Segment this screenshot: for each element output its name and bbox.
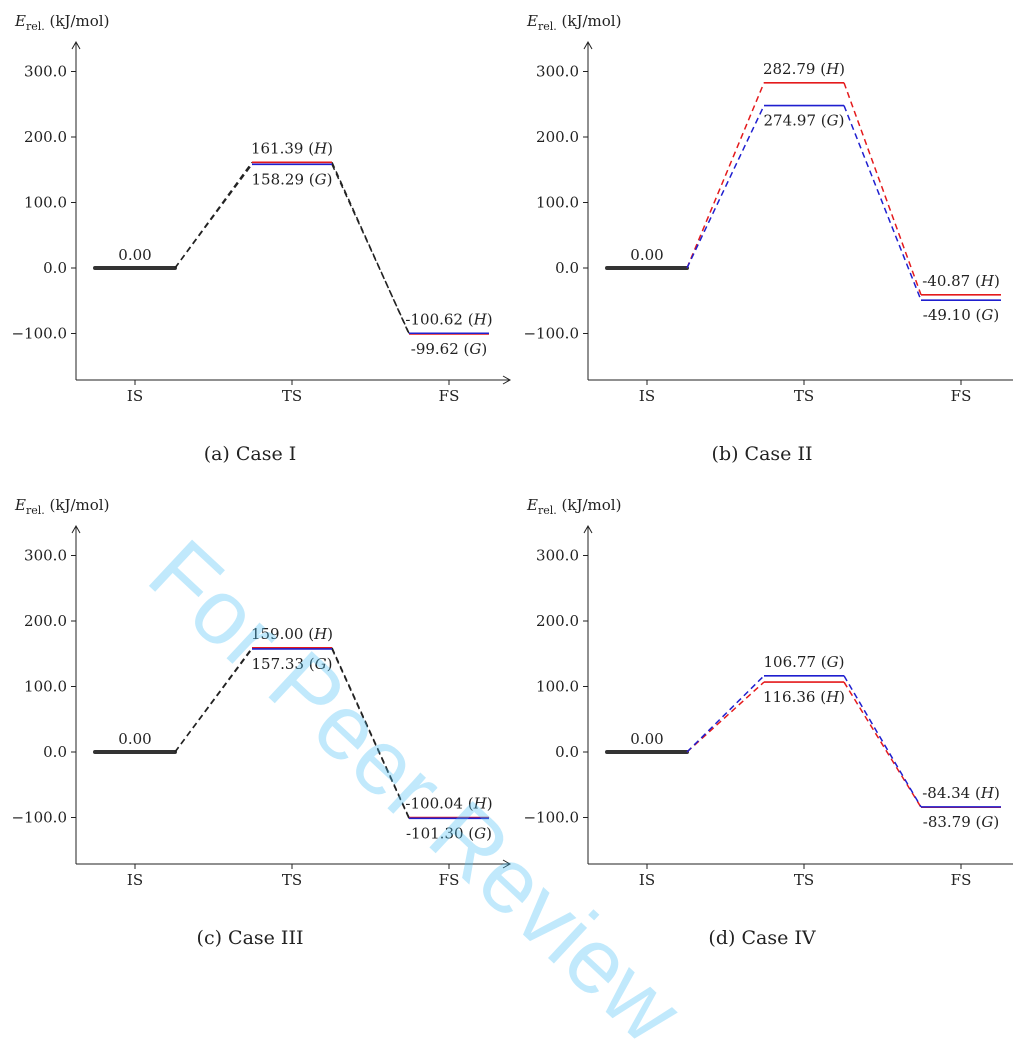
x-tick-label: FS	[951, 387, 972, 405]
y-tick-label: 300.0	[536, 63, 579, 81]
level-FS-label-top: -40.87 (H)	[922, 272, 1000, 290]
level-TS-label-top: 106.77 (G)	[764, 653, 845, 671]
x-tick-label: TS	[282, 871, 302, 889]
connector-TS-FS-G	[331, 164, 410, 334]
y-tick-label: 200.0	[536, 612, 579, 630]
level-FS-label-bottom: -99.62 (G)	[411, 340, 487, 358]
x-tick-label: FS	[951, 871, 972, 889]
chart-panel-3: Erel. (kJ/mol) 300.0 200.0 100.0 0.0 −100.0 IS…	[11, 496, 512, 949]
chart-caption: (d) Case IV	[708, 927, 815, 949]
y-tick-label: 300.0	[24, 547, 67, 565]
connector-IS-TS-G	[174, 648, 253, 753]
x-tick-label: IS	[127, 871, 143, 889]
chart-caption: (b) Case II	[712, 443, 813, 465]
chart-caption: (c) Case III	[197, 927, 304, 949]
y-tick-label: 0.0	[43, 743, 67, 761]
connector-IS-TS-G	[686, 105, 765, 269]
x-tick-label: TS	[794, 387, 814, 405]
y-axis-arrow	[583, 524, 593, 534]
level-IS-label: 0.00	[118, 246, 151, 264]
level-TS-label-bottom: 274.97 (G)	[764, 112, 845, 130]
y-tick-label: 100.0	[536, 678, 579, 696]
x-axis-arrow	[502, 859, 512, 869]
y-tick-label: −100.0	[11, 325, 67, 343]
level-TS-label-top: 282.79 (H)	[763, 60, 845, 78]
y-tick-label: −100.0	[11, 809, 67, 827]
y-tick-label: 300.0	[536, 547, 579, 565]
x-tick-label: FS	[439, 871, 460, 889]
connector-TS-FS-G	[843, 105, 922, 301]
chart-panel-4: Erel. (kJ/mol) 300.0 200.0 100.0 0.0 −100.0 IS…	[523, 496, 1013, 949]
chart-panel-1: Erel. (kJ/mol) 300.0 200.0 100.0 0.0 −100.0 IS…	[11, 12, 512, 465]
y-tick-label: 0.0	[555, 743, 579, 761]
level-TS-label-top: 161.39 (H)	[251, 139, 333, 157]
x-tick-label: FS	[439, 387, 460, 405]
level-IS-label: 0.00	[118, 730, 151, 748]
level-FS-label-top: -100.62 (H)	[405, 310, 492, 328]
level-FS-label-top: -100.04 (H)	[405, 795, 492, 813]
y-axis-label: Erel. (kJ/mol)	[526, 496, 621, 517]
y-tick-label: 200.0	[24, 612, 67, 630]
y-axis-label: Erel. (kJ/mol)	[14, 496, 109, 517]
y-tick-label: 200.0	[536, 128, 579, 146]
y-tick-label: 0.0	[43, 259, 67, 277]
level-TS-label-bottom: 116.36 (H)	[763, 688, 845, 706]
x-tick-label: TS	[282, 387, 302, 405]
x-tick-label: IS	[639, 871, 655, 889]
x-tick-label: TS	[794, 871, 814, 889]
y-tick-label: −100.0	[523, 325, 579, 343]
y-tick-label: 0.0	[555, 259, 579, 277]
energy-profile-figure: Erel. (kJ/mol) 300.0 200.0 100.0 0.0 −100.0 IS…	[11, 12, 1013, 949]
connector-TS-FS-G	[331, 648, 410, 819]
connector-IS-TS-G	[686, 675, 765, 753]
y-axis-label: Erel. (kJ/mol)	[14, 12, 109, 33]
y-tick-label: 100.0	[536, 194, 579, 212]
level-FS-label-bottom: -49.10 (G)	[923, 306, 999, 324]
level-FS-label-top: -84.34 (H)	[922, 784, 1000, 802]
connector-TS-FS-H	[843, 82, 922, 296]
connector-TS-FS-G	[843, 675, 922, 808]
x-tick-label: IS	[639, 387, 655, 405]
level-TS-label-bottom: 157.33 (G)	[252, 655, 333, 673]
level-FS-label-bottom: -101.30 (G)	[406, 824, 492, 842]
level-FS-label-bottom: -83.79 (G)	[923, 813, 999, 831]
chart-panel-2: Erel. (kJ/mol) 300.0 200.0 100.0 0.0 −100.0 IS…	[523, 12, 1013, 465]
level-IS-label: 0.00	[630, 246, 663, 264]
y-tick-label: 200.0	[24, 128, 67, 146]
y-axis-arrow	[71, 524, 81, 534]
level-IS-label: 0.00	[630, 730, 663, 748]
y-tick-label: 100.0	[24, 194, 67, 212]
level-TS-label-bottom: 158.29 (G)	[252, 170, 333, 188]
y-axis-arrow	[583, 40, 593, 50]
level-TS-label-top: 159.00 (H)	[251, 625, 333, 643]
y-tick-label: 100.0	[24, 678, 67, 696]
connector-IS-TS-H	[686, 82, 765, 269]
y-axis-label: Erel. (kJ/mol)	[526, 12, 621, 33]
x-tick-label: IS	[127, 387, 143, 405]
connector-IS-TS-H	[686, 681, 765, 753]
connector-IS-TS-G	[174, 163, 253, 269]
y-tick-label: 300.0	[24, 63, 67, 81]
x-axis-arrow	[502, 375, 512, 385]
y-axis-arrow	[71, 40, 81, 50]
y-tick-label: −100.0	[523, 809, 579, 827]
connector-TS-FS-H	[843, 681, 922, 808]
chart-caption: (a) Case I	[204, 443, 297, 465]
